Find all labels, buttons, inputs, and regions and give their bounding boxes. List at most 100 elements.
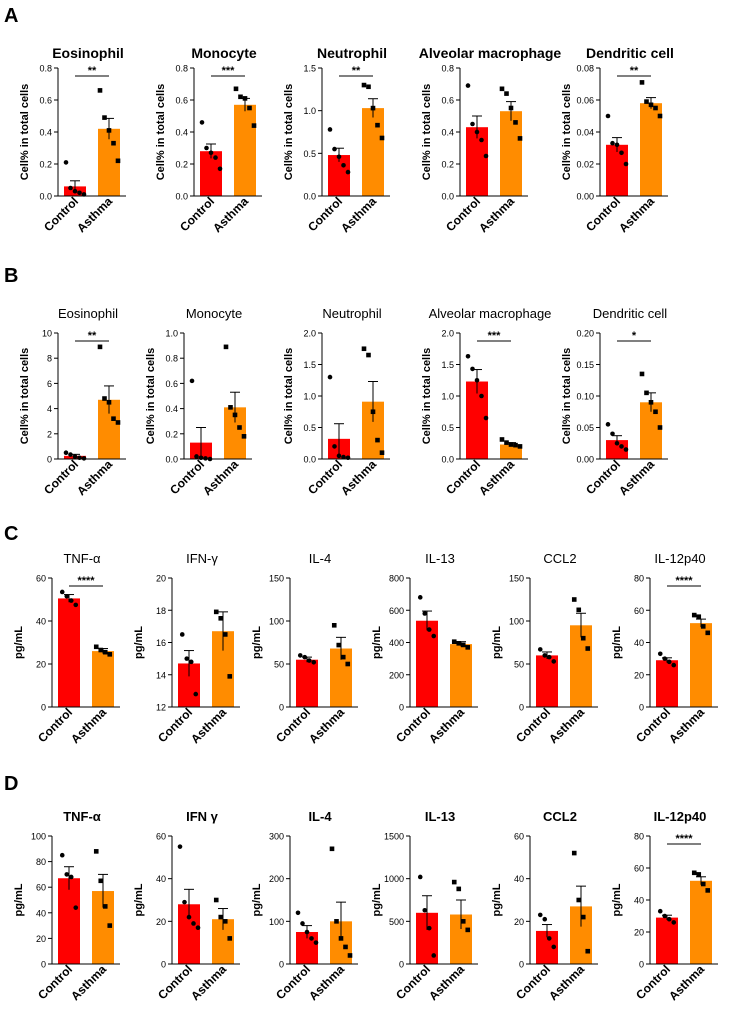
data-point-asthma <box>247 105 252 111</box>
data-point-asthma <box>517 136 523 141</box>
x-tick-label: Asthma <box>200 457 241 498</box>
y-axis-label: Cell% in total cells <box>283 348 295 445</box>
data-point-asthma <box>222 919 228 924</box>
x-tick-label: Asthma <box>616 194 657 235</box>
data-point-asthma <box>571 850 577 856</box>
y-tick-label: 300 <box>269 832 284 842</box>
bar-asthma <box>640 402 662 459</box>
data-point-asthma <box>499 86 505 92</box>
y-tick-label: 400 <box>389 638 404 648</box>
data-point-control <box>657 908 663 914</box>
data-point-control <box>431 633 437 639</box>
chart-title: Eosinophil <box>58 306 118 321</box>
data-point-asthma <box>379 135 385 141</box>
significance-label: **** <box>675 575 693 587</box>
data-point-asthma <box>504 91 509 96</box>
chart-title: Alveolar macrophage <box>419 45 562 61</box>
data-point-control <box>189 378 195 384</box>
panel-label-a: A <box>4 5 18 27</box>
data-point-asthma <box>639 80 645 85</box>
chart-title: IL-12p40 <box>654 809 707 824</box>
y-tick-label: 50 <box>274 660 284 670</box>
y-tick-label: 0.8 <box>441 64 454 74</box>
data-point-control <box>623 447 629 452</box>
data-point-control <box>179 632 185 637</box>
y-tick-label: 800 <box>389 574 404 584</box>
y-axis-label: Cell% in total cells <box>561 84 573 181</box>
data-point-control <box>311 659 317 665</box>
bar-asthma <box>224 407 246 459</box>
y-tick-label: 0.00 <box>576 455 594 465</box>
data-point-asthma <box>111 140 116 146</box>
bar-control <box>606 144 628 196</box>
data-point-asthma <box>705 630 711 636</box>
y-tick-label: 0.0 <box>165 455 178 465</box>
data-point-control <box>177 844 183 849</box>
data-point-control <box>605 113 611 119</box>
data-point-asthma <box>97 88 103 93</box>
data-point-control <box>186 914 192 920</box>
y-tick-label: 200 <box>389 670 404 680</box>
data-point-control <box>194 454 199 459</box>
y-axis-label: pg/mL <box>13 626 25 659</box>
chart-a-2: Monocyte Cell% in total cells 0.0 0.2 0.4 0.6… <box>155 45 262 235</box>
bar-control <box>296 659 318 707</box>
y-tick-label: 14 <box>156 670 166 680</box>
x-tick-label: Asthma <box>426 705 467 746</box>
data-point-asthma <box>705 888 711 893</box>
data-point-control <box>68 452 73 457</box>
data-point-control <box>204 145 209 151</box>
data-point-asthma <box>107 652 113 657</box>
data-point-asthma <box>237 425 242 430</box>
y-tick-label: 0 <box>41 960 46 970</box>
data-point-control <box>662 656 668 661</box>
y-axis-label: pg/mL <box>371 883 383 916</box>
chart-a-4: Alveolar macrophage Cell% in total cells 0… <box>419 45 562 235</box>
data-point-asthma <box>334 919 339 924</box>
data-point-asthma <box>97 344 103 350</box>
y-tick-label: 0.4 <box>165 404 178 414</box>
bar-control <box>466 127 488 196</box>
significance-label: ** <box>630 65 639 77</box>
chart-title: IL-4 <box>308 809 332 824</box>
y-tick-label: 40 <box>634 638 644 648</box>
panel-label-d: D <box>4 773 18 795</box>
y-tick-label: 0.00 <box>576 192 594 202</box>
bar-asthma <box>690 880 712 964</box>
y-axis-label: pg/mL <box>371 626 383 659</box>
x-tick-label: Asthma <box>338 457 379 498</box>
data-point-control <box>64 872 70 877</box>
bar-control <box>200 151 222 196</box>
y-axis-label: pg/mL <box>251 626 263 659</box>
significance-label: * <box>632 330 637 342</box>
data-point-asthma <box>228 405 233 410</box>
x-tick-label: Asthma <box>546 962 587 1003</box>
y-tick-label: 0.2 <box>165 429 178 439</box>
bar-asthma <box>362 401 384 459</box>
data-point-control <box>470 366 475 372</box>
y-axis-label: Cell% in total cells <box>155 84 167 181</box>
chart-title: CCL2 <box>543 809 577 824</box>
data-point-asthma <box>508 442 514 447</box>
data-point-asthma <box>251 123 257 128</box>
data-point-control <box>551 944 557 950</box>
data-point-control <box>610 140 615 146</box>
x-tick-label: Asthma <box>306 705 347 746</box>
data-point-asthma <box>580 635 586 641</box>
chart-b-3: Neutrophil Cell% in total cells 0.0 0.5 1.0 1… <box>283 306 390 498</box>
chart-title: Dendritic cell <box>593 306 668 321</box>
data-point-control <box>671 920 677 925</box>
y-axis-label: pg/mL <box>133 626 145 659</box>
data-point-control <box>313 940 319 945</box>
data-point-asthma <box>218 616 224 621</box>
x-tick-label: Asthma <box>546 705 587 746</box>
data-point-control <box>302 654 308 660</box>
data-point-control <box>72 454 78 459</box>
data-point-control <box>483 153 489 159</box>
significance-label: ** <box>352 65 361 77</box>
data-point-control <box>470 121 475 127</box>
data-point-asthma <box>98 647 104 653</box>
data-point-control <box>72 188 78 194</box>
